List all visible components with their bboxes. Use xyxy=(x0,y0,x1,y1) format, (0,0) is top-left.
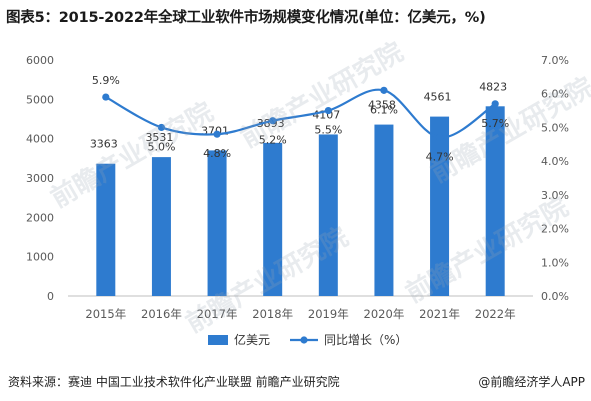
bar-series: 33633531370138934107435845614823 xyxy=(90,80,507,297)
source-note: 资料来源：赛迪 中国工业技术软件化产业联盟 前瞻产业研究院 xyxy=(8,375,340,389)
right-tick-label: 7.0% xyxy=(541,54,569,67)
right-tick-label: 3.0% xyxy=(541,189,569,202)
line-point xyxy=(324,106,332,115)
x-tick-label: 2016年 xyxy=(141,307,182,321)
line-point xyxy=(213,130,221,138)
line-value-label: 5.0% xyxy=(147,140,175,153)
line-value-label: 5.2% xyxy=(259,134,287,147)
bar xyxy=(430,116,450,296)
line-point xyxy=(102,93,110,101)
bar-value-label: 4823 xyxy=(479,80,507,93)
bar xyxy=(374,124,394,297)
left-tick-label: 1000 xyxy=(26,251,54,264)
line-value-label: 5.5% xyxy=(314,124,342,137)
bar-value-label: 3363 xyxy=(90,138,118,151)
bar xyxy=(207,150,227,296)
right-tick-label: 0.0% xyxy=(541,290,569,303)
bar-value-label: 4358 xyxy=(368,99,396,112)
left-tick-label: 5000 xyxy=(26,93,54,106)
left-tick-label: 0 xyxy=(47,290,54,303)
x-tick-label: 2022年 xyxy=(475,307,516,321)
line-point xyxy=(491,100,499,108)
bar-value-label: 3531 xyxy=(145,131,173,144)
legend-line-label: 同比增长（%） xyxy=(324,333,407,347)
left-tick-label: 3000 xyxy=(26,172,54,185)
line-series: 5.9% 5.0% 4.8% 5.2% 5.5% 6.1% 4.7% 5.7% xyxy=(92,74,509,163)
line-value-label: 4.8% xyxy=(203,147,231,160)
bar xyxy=(485,106,505,296)
legend-bar-swatch xyxy=(208,335,228,345)
line-point xyxy=(380,86,388,94)
x-axis-labels: 2015年 2016年 2017年 2018年 2019年 2020年 2021年 2022年 xyxy=(85,307,515,321)
bar-value-label: 4561 xyxy=(424,91,452,104)
line-value-label: 5.7% xyxy=(481,117,509,130)
chart-title: 图表5：2015-2022年全球工业软件市场规模变化情况(单位：亿美元，%) xyxy=(6,10,486,26)
x-tick-label: 2017年 xyxy=(197,307,238,321)
line-value-label: 4.7% xyxy=(426,151,454,164)
right-tick-label: 6.0% xyxy=(541,88,569,101)
line-point xyxy=(157,123,166,132)
left-tick-label: 2000 xyxy=(26,211,54,224)
line-value-label: 5.9% xyxy=(92,74,120,87)
bar xyxy=(96,163,116,296)
x-tick-label: 2019年 xyxy=(308,307,349,321)
legend-bar-label: 亿美元 xyxy=(234,332,270,347)
left-axis: 0 1000 2000 3000 4000 5000 6000 xyxy=(26,54,54,303)
x-tick-label: 2018年 xyxy=(252,307,293,321)
right-axis: 0.0% 1.0% 2.0% 3.0% 4.0% 5.0% 6.0% 7.0% xyxy=(541,54,569,303)
left-tick-label: 4000 xyxy=(26,133,54,146)
brand-note: @前瞻经济学人APP xyxy=(478,375,585,389)
right-tick-label: 2.0% xyxy=(541,223,569,236)
legend-line-marker xyxy=(300,336,308,344)
left-tick-label: 6000 xyxy=(26,54,54,67)
right-tick-label: 4.0% xyxy=(541,155,569,168)
x-tick-label: 2020年 xyxy=(364,307,405,321)
right-tick-label: 1.0% xyxy=(541,256,569,269)
line-point xyxy=(435,133,444,142)
x-tick-label: 2015年 xyxy=(85,307,126,321)
right-tick-label: 5.0% xyxy=(541,121,569,134)
line-point xyxy=(269,117,277,125)
bar xyxy=(263,142,283,296)
legend: 亿美元 同比增长（%） xyxy=(208,332,407,347)
x-tick-label: 2021年 xyxy=(419,307,460,321)
bar xyxy=(318,134,338,296)
line-value-label: 6.1% xyxy=(370,103,398,116)
bar xyxy=(151,157,171,296)
